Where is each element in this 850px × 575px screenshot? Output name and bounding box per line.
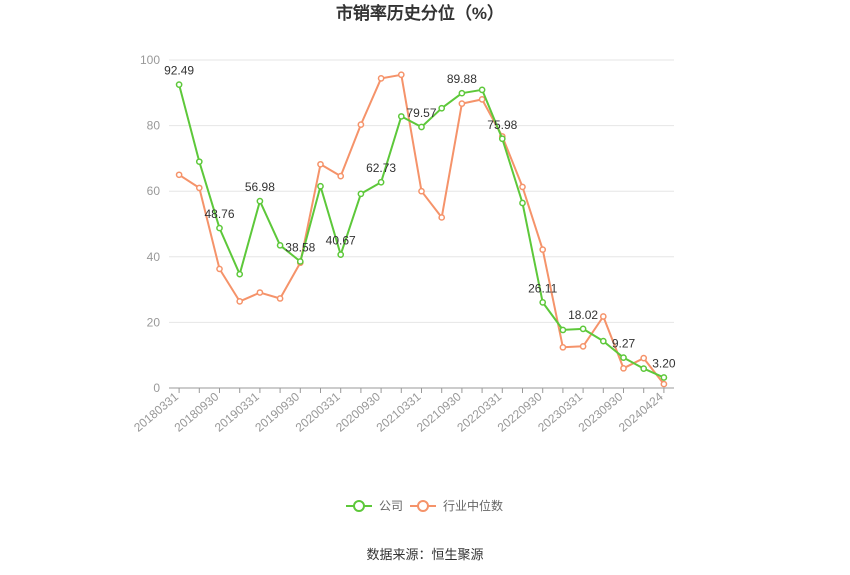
point-company: [216, 224, 223, 232]
legend-marker-icon: [417, 500, 429, 512]
point-industry-median: [397, 71, 405, 79]
legend-item-industry-median[interactable]: 行业中位数: [410, 498, 503, 513]
legend-marker-icon: [353, 500, 365, 512]
legend[interactable]: 公司 行业中位数: [346, 498, 503, 513]
point-industry-median: [418, 187, 425, 195]
chart-title: 市销率历史分位（%）: [336, 3, 504, 23]
y-tick-label: 20: [147, 315, 161, 329]
point-company: [620, 354, 627, 361]
point-company: [256, 197, 264, 205]
data-label: 26.11: [528, 281, 557, 295]
point-company: [438, 104, 446, 112]
point-industry-median: [317, 160, 324, 168]
legend-label-company: 公司: [379, 499, 403, 513]
y-tick-label: 40: [147, 250, 161, 264]
data-label: 18.02: [568, 308, 598, 322]
point-industry-median: [256, 289, 264, 296]
y-tick-label: 60: [147, 184, 161, 198]
data-label: 9.27: [612, 337, 636, 351]
point-company: [660, 374, 668, 381]
point-industry-median: [559, 343, 567, 351]
point-industry-median: [539, 246, 547, 253]
data-label: 38.58: [285, 240, 315, 254]
legend-item-company[interactable]: 公司: [346, 499, 403, 513]
data-label: 56.98: [245, 180, 275, 194]
point-industry-median: [357, 121, 365, 128]
y-tick-label: 80: [147, 119, 161, 133]
point-company: [478, 86, 486, 94]
point-company: [397, 113, 405, 120]
point-company: [559, 326, 567, 334]
point-industry-median: [579, 342, 587, 350]
data-labels: 92.49 48.76 56.98 38.58 40.67 62.73 79.57 89.88…: [164, 64, 676, 371]
point-company: [579, 325, 587, 333]
point-company: [276, 241, 284, 249]
point-industry-median: [660, 380, 668, 388]
x-tick-label: 20240424: [616, 389, 666, 434]
point-industry-median: [478, 96, 486, 103]
legend-label-industry-median: 行业中位数: [443, 498, 503, 513]
point-industry-median: [620, 364, 627, 372]
point-company: [418, 123, 425, 131]
data-label: 3.20: [652, 357, 676, 371]
point-company: [640, 365, 648, 372]
point-industry-median: [438, 214, 446, 221]
data-source: 数据来源：恒生聚源: [366, 547, 483, 562]
point-company: [458, 89, 466, 97]
data-label: 79.57: [406, 106, 436, 120]
point-industry-median: [599, 313, 607, 320]
y-tick-label: 100: [140, 53, 160, 67]
point-company: [357, 190, 365, 198]
y-tick-label: 0: [153, 381, 160, 395]
data-label: 62.73: [366, 161, 396, 175]
point-industry-median: [640, 354, 648, 362]
point-company: [317, 182, 324, 190]
point-industry-median: [175, 171, 183, 179]
y-axis: 0 20 40 60 80 100: [140, 53, 160, 395]
x-axis: 2018033120180930201903312019093020200331…: [131, 387, 674, 435]
point-industry-median: [377, 75, 385, 82]
point-company: [519, 199, 526, 207]
point-company: [337, 251, 345, 258]
point-industry-median: [458, 100, 466, 107]
point-company: [195, 158, 203, 166]
series-layer: [175, 71, 668, 388]
point-industry-median: [276, 295, 284, 302]
point-company: [236, 270, 244, 278]
point-industry-median: [216, 265, 223, 273]
point-company: [599, 337, 607, 345]
point-industry-median: [337, 172, 345, 180]
data-label: 92.49: [164, 64, 194, 78]
point-company: [296, 258, 304, 265]
point-company: [498, 135, 506, 143]
data-label: 89.88: [447, 72, 477, 86]
data-label: 40.67: [326, 234, 356, 248]
data-label: 75.98: [487, 118, 517, 132]
point-industry-median: [519, 183, 526, 191]
point-industry-median: [195, 184, 203, 192]
point-company: [539, 299, 547, 306]
point-company: [175, 81, 183, 88]
point-industry-median: [236, 298, 244, 305]
data-label: 48.76: [204, 207, 234, 221]
point-company: [377, 178, 385, 186]
